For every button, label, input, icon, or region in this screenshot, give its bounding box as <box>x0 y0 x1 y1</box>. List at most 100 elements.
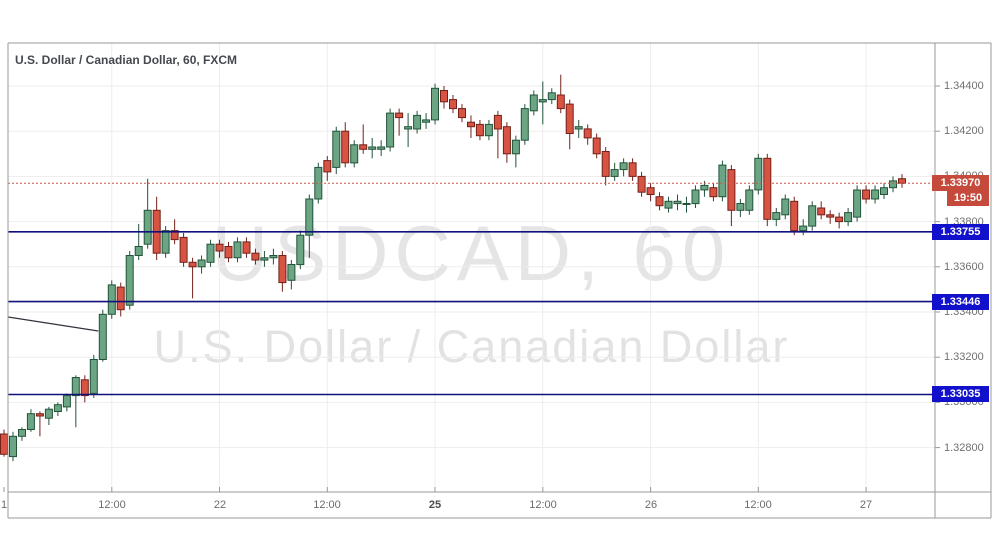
candle-body <box>323 160 332 173</box>
price-axis-label: 1.34200 <box>944 125 984 137</box>
candle-body <box>538 99 547 103</box>
trendline[interactable] <box>7 316 99 332</box>
candle-body <box>449 99 457 110</box>
candle-body <box>197 259 206 268</box>
price-axis-label: 1.33200 <box>944 351 984 363</box>
candle-body <box>206 243 215 263</box>
price-axis-label: 1.34400 <box>944 80 984 92</box>
candle-body <box>574 126 583 130</box>
candle-body <box>817 207 826 216</box>
candle-body <box>799 225 808 232</box>
candle-body <box>35 413 44 417</box>
time-axis-label: 27 <box>859 499 873 511</box>
candle-body <box>260 257 269 261</box>
candle-body <box>179 236 188 263</box>
candle-body <box>835 216 844 223</box>
candle-body <box>547 92 556 101</box>
current-price-label: 1.33970 <box>932 175 989 191</box>
time-axis-label: 12:00 <box>98 499 126 511</box>
candle-body <box>502 126 511 155</box>
candle-body <box>718 164 727 198</box>
candle-body <box>332 130 341 168</box>
candle-body <box>727 169 736 211</box>
candle-body <box>422 119 431 123</box>
time-axis-label: 12:00 <box>529 499 557 511</box>
candle-body <box>98 313 107 360</box>
candle-body <box>601 151 610 177</box>
candle-body <box>844 212 853 223</box>
time-axis-label: 25 <box>428 499 442 511</box>
candle-body <box>520 108 529 141</box>
candle-body <box>880 187 888 195</box>
candle-body <box>871 189 880 200</box>
candle-body <box>529 94 538 112</box>
candle-body <box>116 286 125 311</box>
time-axis-label: 22 <box>213 499 227 511</box>
candle-body <box>26 413 35 431</box>
candle-body <box>440 90 448 103</box>
candle-body <box>673 200 682 205</box>
candle-body <box>89 359 98 394</box>
candle-body <box>170 230 179 241</box>
candle-body <box>691 189 700 205</box>
candle-body <box>511 139 520 155</box>
candle-body <box>458 108 466 119</box>
level-price-label: 1.33755 <box>932 224 989 240</box>
candle-body <box>889 180 897 189</box>
candle-body <box>763 157 772 220</box>
candle-body <box>484 123 493 137</box>
candle-body <box>53 404 62 413</box>
candle-body <box>475 123 484 137</box>
candle-body <box>143 209 152 245</box>
candle-body <box>493 114 502 130</box>
candle-body <box>781 198 790 216</box>
candle-body <box>745 189 754 211</box>
candle-body <box>18 429 26 437</box>
candle-body <box>215 243 224 252</box>
candle-body <box>44 408 53 419</box>
candle-body <box>395 112 404 119</box>
candle-body <box>467 121 475 128</box>
candle-body <box>71 377 80 397</box>
candle-body <box>386 112 395 148</box>
candle-body <box>0 433 8 455</box>
candle-body <box>664 200 673 209</box>
candle-body <box>341 130 350 164</box>
candle-body <box>556 94 565 110</box>
candle-body <box>709 187 718 198</box>
candle-body <box>754 157 763 191</box>
level-price-label: 1.33035 <box>932 386 989 402</box>
candle-body <box>853 189 862 218</box>
candle-body <box>161 230 170 254</box>
candle-body <box>80 379 89 397</box>
candle-body <box>287 264 296 281</box>
candle-body <box>305 198 314 236</box>
candle-body <box>628 162 637 177</box>
symbol-legend[interactable]: U.S. Dollar / Canadian Dollar, 60, FXCM <box>15 53 238 67</box>
time-axis-label: 26 <box>644 499 658 511</box>
candle-body <box>646 187 655 195</box>
candle-body <box>404 126 413 130</box>
candle-body <box>233 241 242 259</box>
candle-body <box>431 87 439 121</box>
candle-body <box>125 255 134 306</box>
price-axis-label: 1.33600 <box>944 261 984 273</box>
candle-body <box>565 103 574 134</box>
candle-body <box>377 146 386 150</box>
candle-body <box>296 234 305 266</box>
candle-body <box>107 284 116 315</box>
candle-body <box>62 395 71 408</box>
time-axis-label: 1 <box>0 499 8 511</box>
candle-body <box>610 169 619 177</box>
candle-body <box>9 435 17 458</box>
candle-body <box>278 255 287 284</box>
price-axis-label: 1.32800 <box>944 442 984 454</box>
candle-body <box>898 178 906 184</box>
candle-body <box>188 261 197 268</box>
candle-body <box>772 212 781 220</box>
candle-body <box>655 196 664 207</box>
candle-body <box>134 246 143 256</box>
candle-body <box>862 189 871 200</box>
